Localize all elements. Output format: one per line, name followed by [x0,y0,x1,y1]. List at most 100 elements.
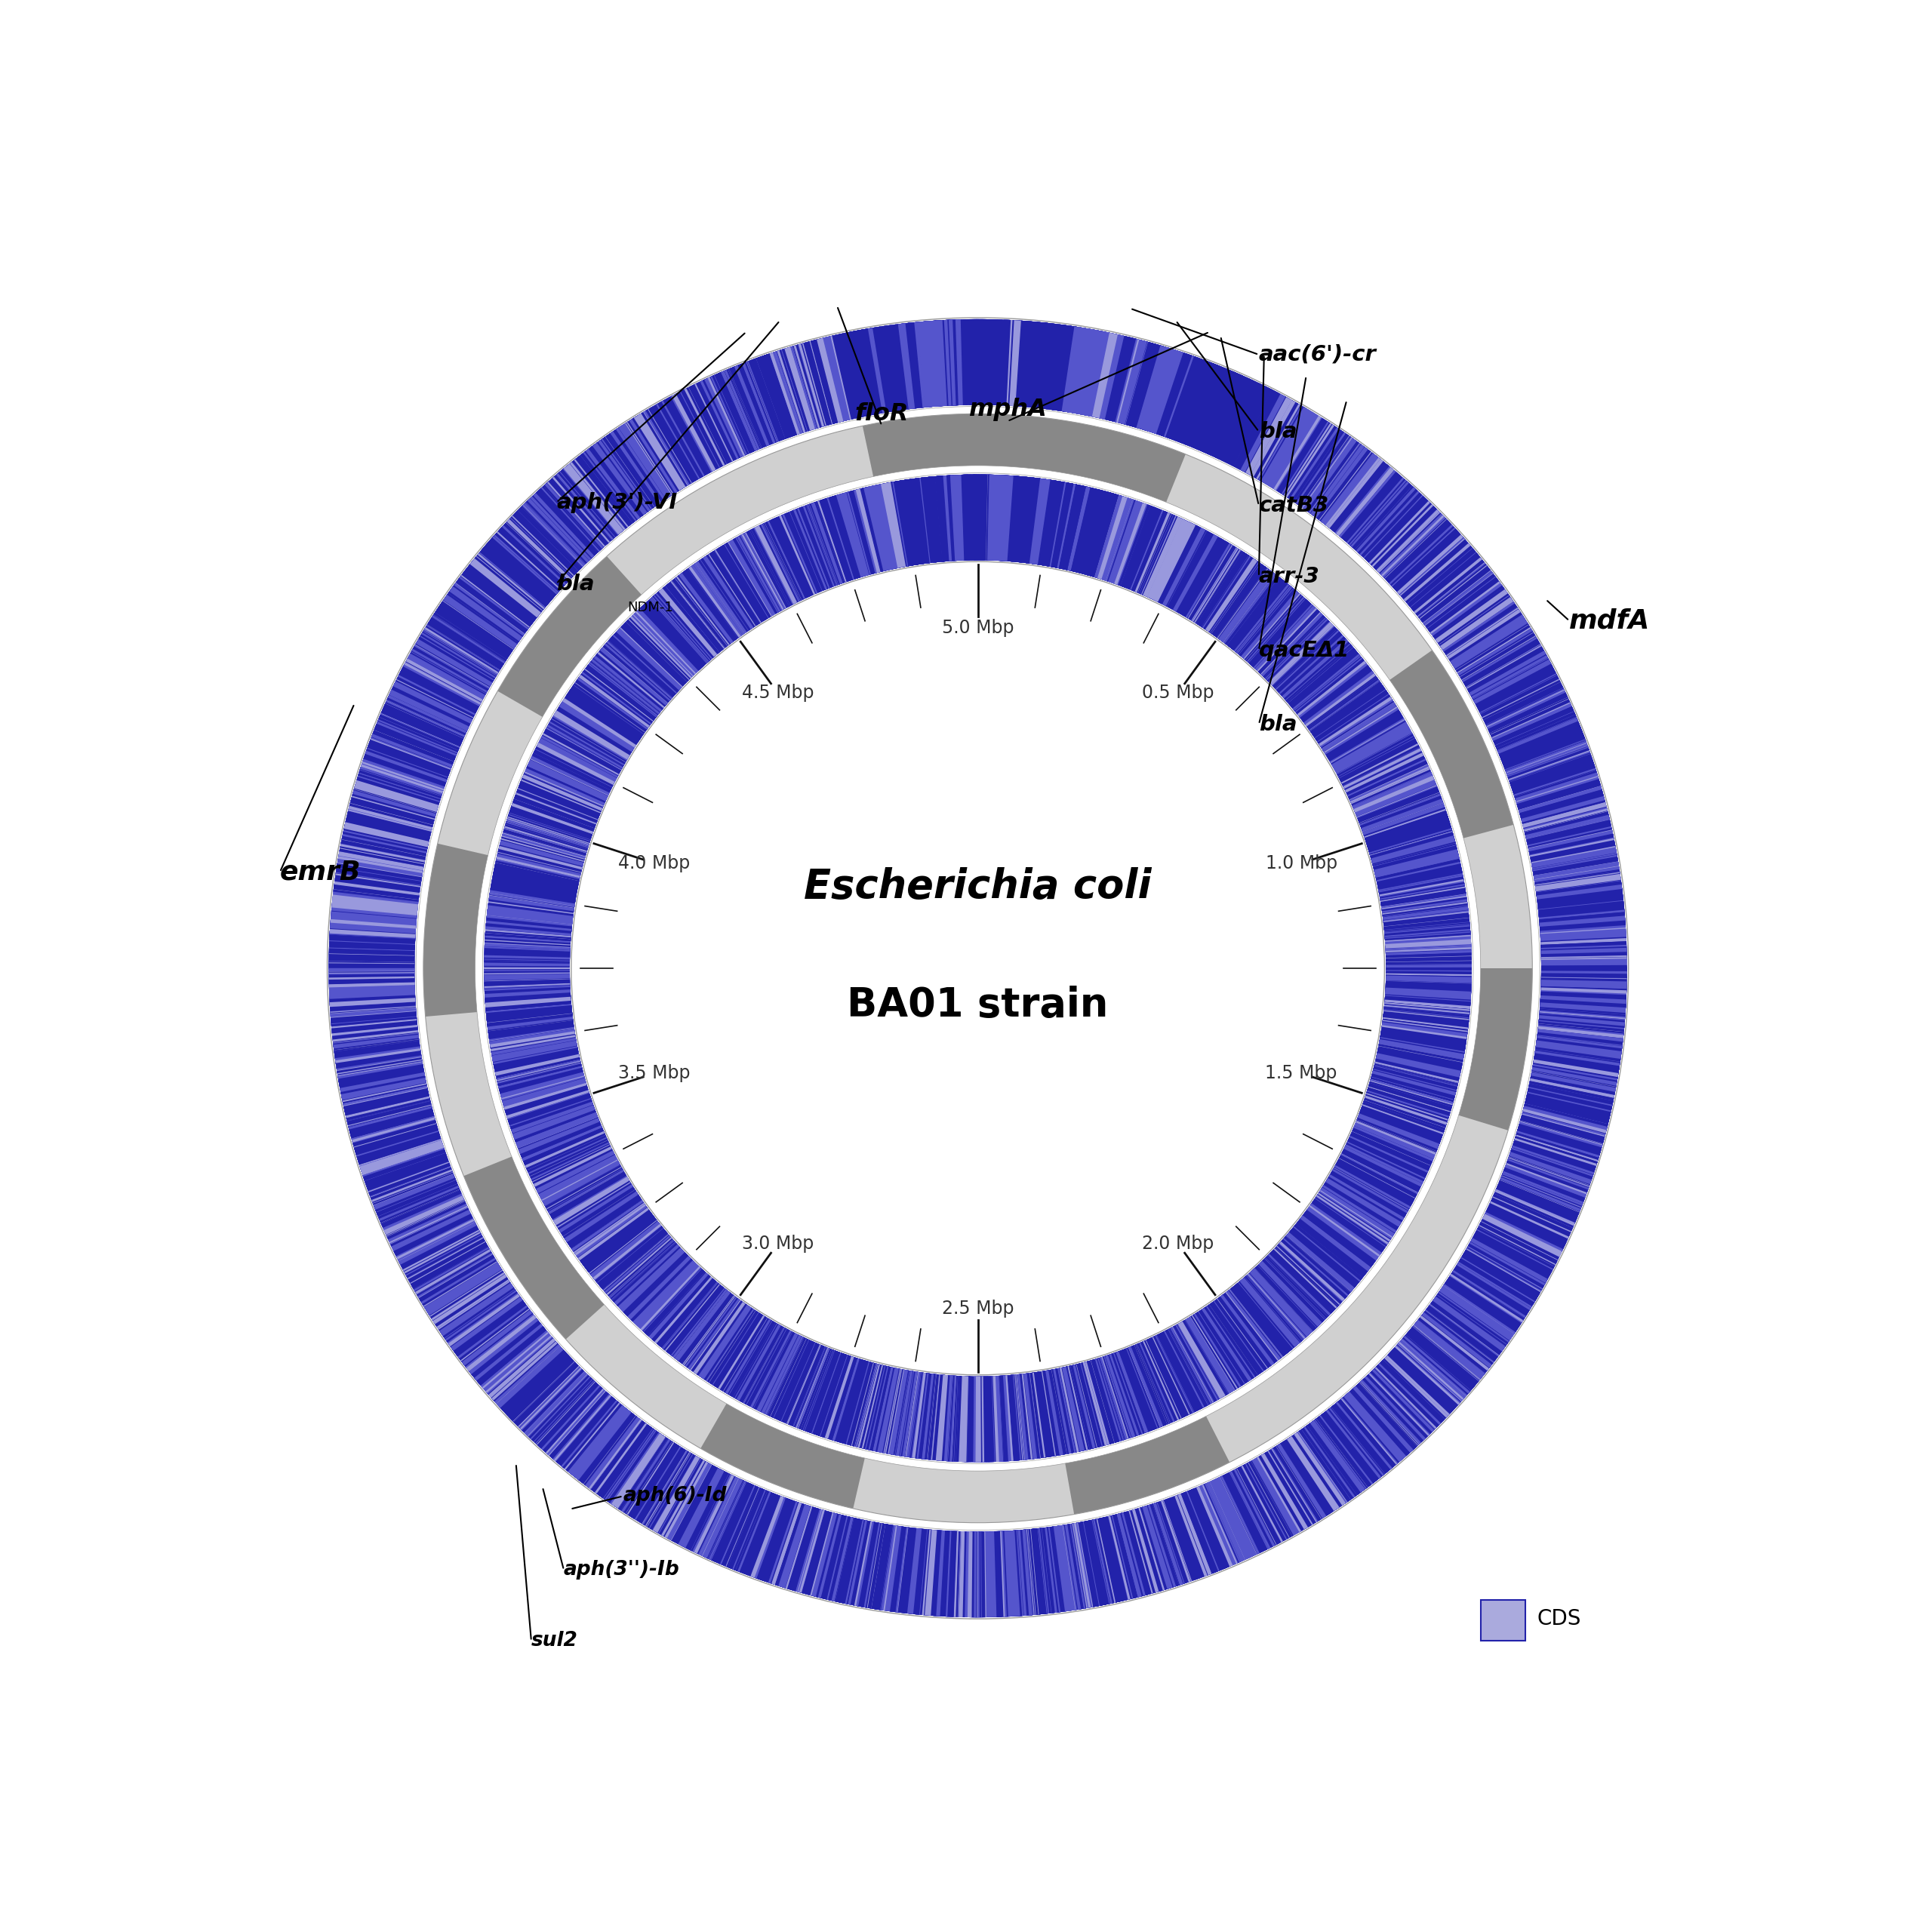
Polygon shape [1326,709,1402,759]
Polygon shape [1345,1132,1431,1182]
Polygon shape [1381,893,1467,908]
Polygon shape [725,1320,773,1395]
Polygon shape [1265,616,1326,678]
Polygon shape [1210,560,1271,639]
Polygon shape [1227,1468,1278,1551]
Polygon shape [1456,624,1530,672]
Polygon shape [590,439,651,518]
Polygon shape [414,1248,492,1298]
Polygon shape [525,471,616,564]
Polygon shape [1248,599,1317,672]
Polygon shape [517,790,597,821]
Polygon shape [1021,1528,1046,1615]
Polygon shape [1292,1432,1345,1507]
Polygon shape [923,477,935,562]
Polygon shape [1099,1519,1120,1602]
Polygon shape [700,1306,756,1383]
Polygon shape [338,833,427,871]
Polygon shape [529,1136,620,1206]
Polygon shape [792,508,828,589]
Polygon shape [424,1262,500,1310]
Polygon shape [1273,1248,1338,1310]
Polygon shape [1399,1335,1469,1399]
Polygon shape [1456,1264,1530,1314]
Polygon shape [1032,1528,1046,1615]
Polygon shape [1172,1316,1236,1403]
Polygon shape [1015,477,1028,562]
Polygon shape [1282,1441,1330,1515]
Polygon shape [1246,595,1330,682]
Polygon shape [866,1366,887,1449]
Polygon shape [902,323,918,410]
Polygon shape [550,709,630,767]
Polygon shape [1467,1225,1555,1289]
Polygon shape [1118,1511,1149,1598]
Polygon shape [670,578,729,649]
Polygon shape [1248,597,1315,668]
Polygon shape [1179,1492,1219,1575]
Polygon shape [1126,342,1151,425]
Polygon shape [370,724,456,773]
Polygon shape [773,518,811,597]
Polygon shape [1065,485,1097,572]
Polygon shape [624,1254,689,1316]
Polygon shape [994,475,1007,560]
Polygon shape [1385,933,1471,985]
Polygon shape [1294,1217,1368,1281]
Polygon shape [506,817,590,846]
Polygon shape [588,634,677,717]
Polygon shape [662,1283,735,1364]
Polygon shape [1330,1165,1410,1217]
Polygon shape [1383,1009,1469,1022]
Polygon shape [819,497,859,582]
Polygon shape [1278,1229,1358,1302]
Polygon shape [1538,1001,1626,1043]
Polygon shape [1141,348,1170,429]
Polygon shape [328,978,416,1012]
Polygon shape [485,943,570,962]
Polygon shape [1238,587,1305,663]
Polygon shape [1288,645,1353,703]
Polygon shape [485,978,570,981]
Polygon shape [1502,1134,1599,1206]
Polygon shape [1019,1524,1082,1615]
Polygon shape [1488,1167,1586,1242]
Polygon shape [1118,340,1175,431]
Polygon shape [1526,819,1612,848]
Polygon shape [1076,328,1099,415]
Polygon shape [763,524,801,601]
Polygon shape [1334,1157,1416,1211]
Polygon shape [628,1256,689,1318]
Polygon shape [710,553,757,626]
Polygon shape [914,475,960,564]
Polygon shape [1194,549,1261,634]
Polygon shape [1370,1074,1456,1101]
Polygon shape [931,1374,954,1461]
Text: emrB: emrB [280,860,361,885]
Polygon shape [1334,1159,1416,1209]
Polygon shape [1542,956,1628,960]
Polygon shape [859,327,889,415]
Polygon shape [1095,1358,1122,1441]
Polygon shape [521,1368,590,1439]
Polygon shape [1236,1464,1284,1546]
Polygon shape [546,724,624,771]
Polygon shape [1320,701,1402,759]
Polygon shape [517,782,599,819]
Polygon shape [563,1401,632,1480]
Polygon shape [675,1291,731,1362]
Polygon shape [675,570,736,645]
Polygon shape [1170,533,1213,609]
Polygon shape [1507,746,1595,794]
Polygon shape [1109,336,1133,421]
Polygon shape [1278,1233,1355,1302]
Polygon shape [527,500,588,564]
Polygon shape [1507,746,1595,792]
Polygon shape [1357,487,1441,572]
Polygon shape [1009,1530,1032,1617]
Polygon shape [534,721,624,788]
Polygon shape [334,1043,422,1068]
Polygon shape [1311,444,1364,516]
Polygon shape [1303,439,1355,510]
Polygon shape [1448,1271,1524,1327]
